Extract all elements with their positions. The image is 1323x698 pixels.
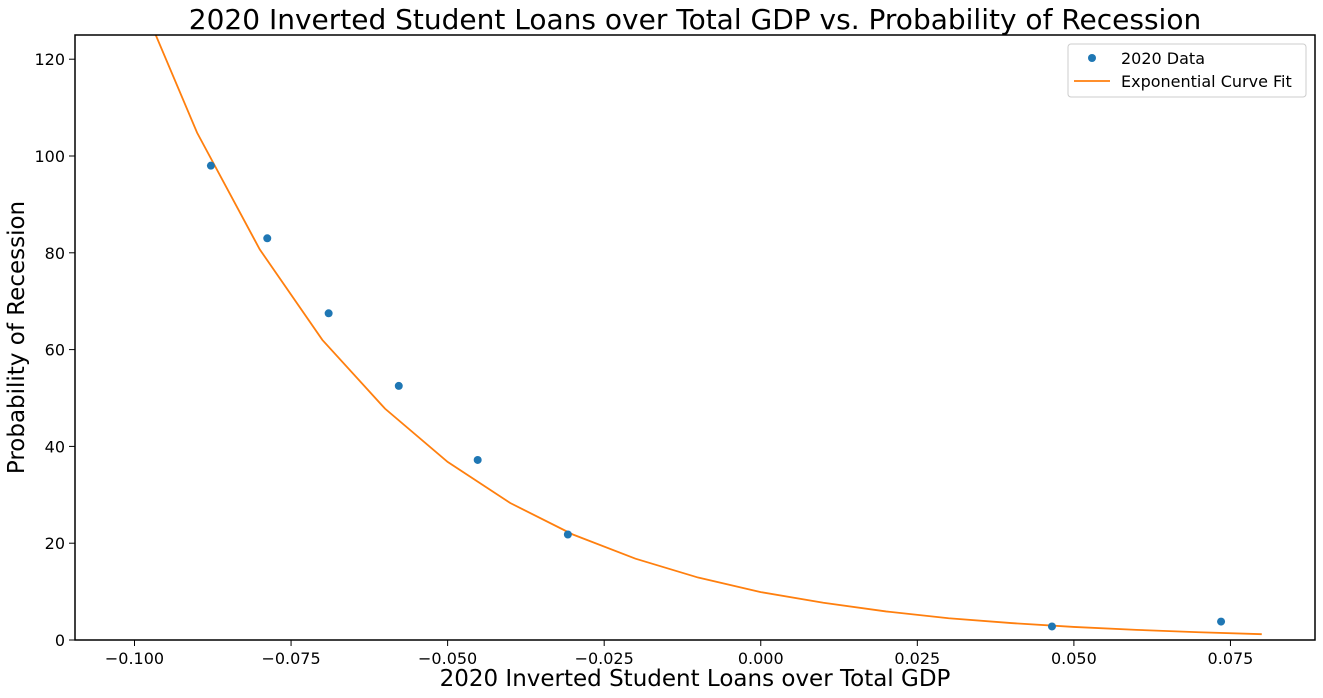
x-tick-label: −0.075: [261, 649, 320, 668]
y-tick-label: 0: [55, 631, 65, 650]
chart-title: 2020 Inverted Student Loans over Total G…: [189, 3, 1201, 36]
legend-entry-data: 2020 Data: [1121, 49, 1205, 68]
x-tick-label: 0.075: [1208, 649, 1254, 668]
legend-marker-scatter: [1088, 54, 1096, 62]
y-tick-label: 60: [45, 341, 65, 360]
y-tick-label: 120: [34, 50, 65, 69]
data-point: [263, 234, 272, 243]
data-point: [473, 455, 482, 464]
data-point: [1217, 617, 1226, 626]
y-tick-label: 40: [45, 437, 65, 456]
legend-box: [1067, 43, 1307, 98]
y-tick-label: 20: [45, 534, 65, 553]
data-point: [206, 161, 215, 170]
y-tick-label: 80: [45, 244, 65, 263]
axes-frame: [74, 34, 1316, 641]
x-tick-label: −0.025: [575, 649, 634, 668]
legend: 2020 Data Exponential Curve Fit: [1067, 43, 1307, 98]
data-point: [563, 530, 572, 539]
x-tick-label: −0.050: [418, 649, 477, 668]
data-point: [394, 381, 403, 390]
x-tick-label: 0.025: [894, 649, 940, 668]
y-axis-label: Probability of Recession: [4, 201, 30, 474]
y-axis-ticks: 0 20 40 60 80 100 120: [34, 50, 75, 650]
x-axis-ticks: −0.100 −0.075 −0.050 −0.025 0.000 0.025 0.050 0…: [105, 640, 1253, 668]
y-tick-label: 100: [34, 147, 65, 166]
data-point: [1047, 622, 1056, 631]
fit-curve: [154, 35, 1262, 636]
data-point: [324, 309, 333, 318]
x-tick-label: −0.100: [105, 649, 164, 668]
legend-entry-fit: Exponential Curve Fit: [1121, 72, 1292, 91]
x-tick-label: 0.000: [738, 649, 784, 668]
plot-area: [154, 35, 1262, 636]
x-tick-label: 0.050: [1051, 649, 1097, 668]
x-axis-label: 2020 Inverted Student Loans over Total G…: [440, 666, 951, 692]
